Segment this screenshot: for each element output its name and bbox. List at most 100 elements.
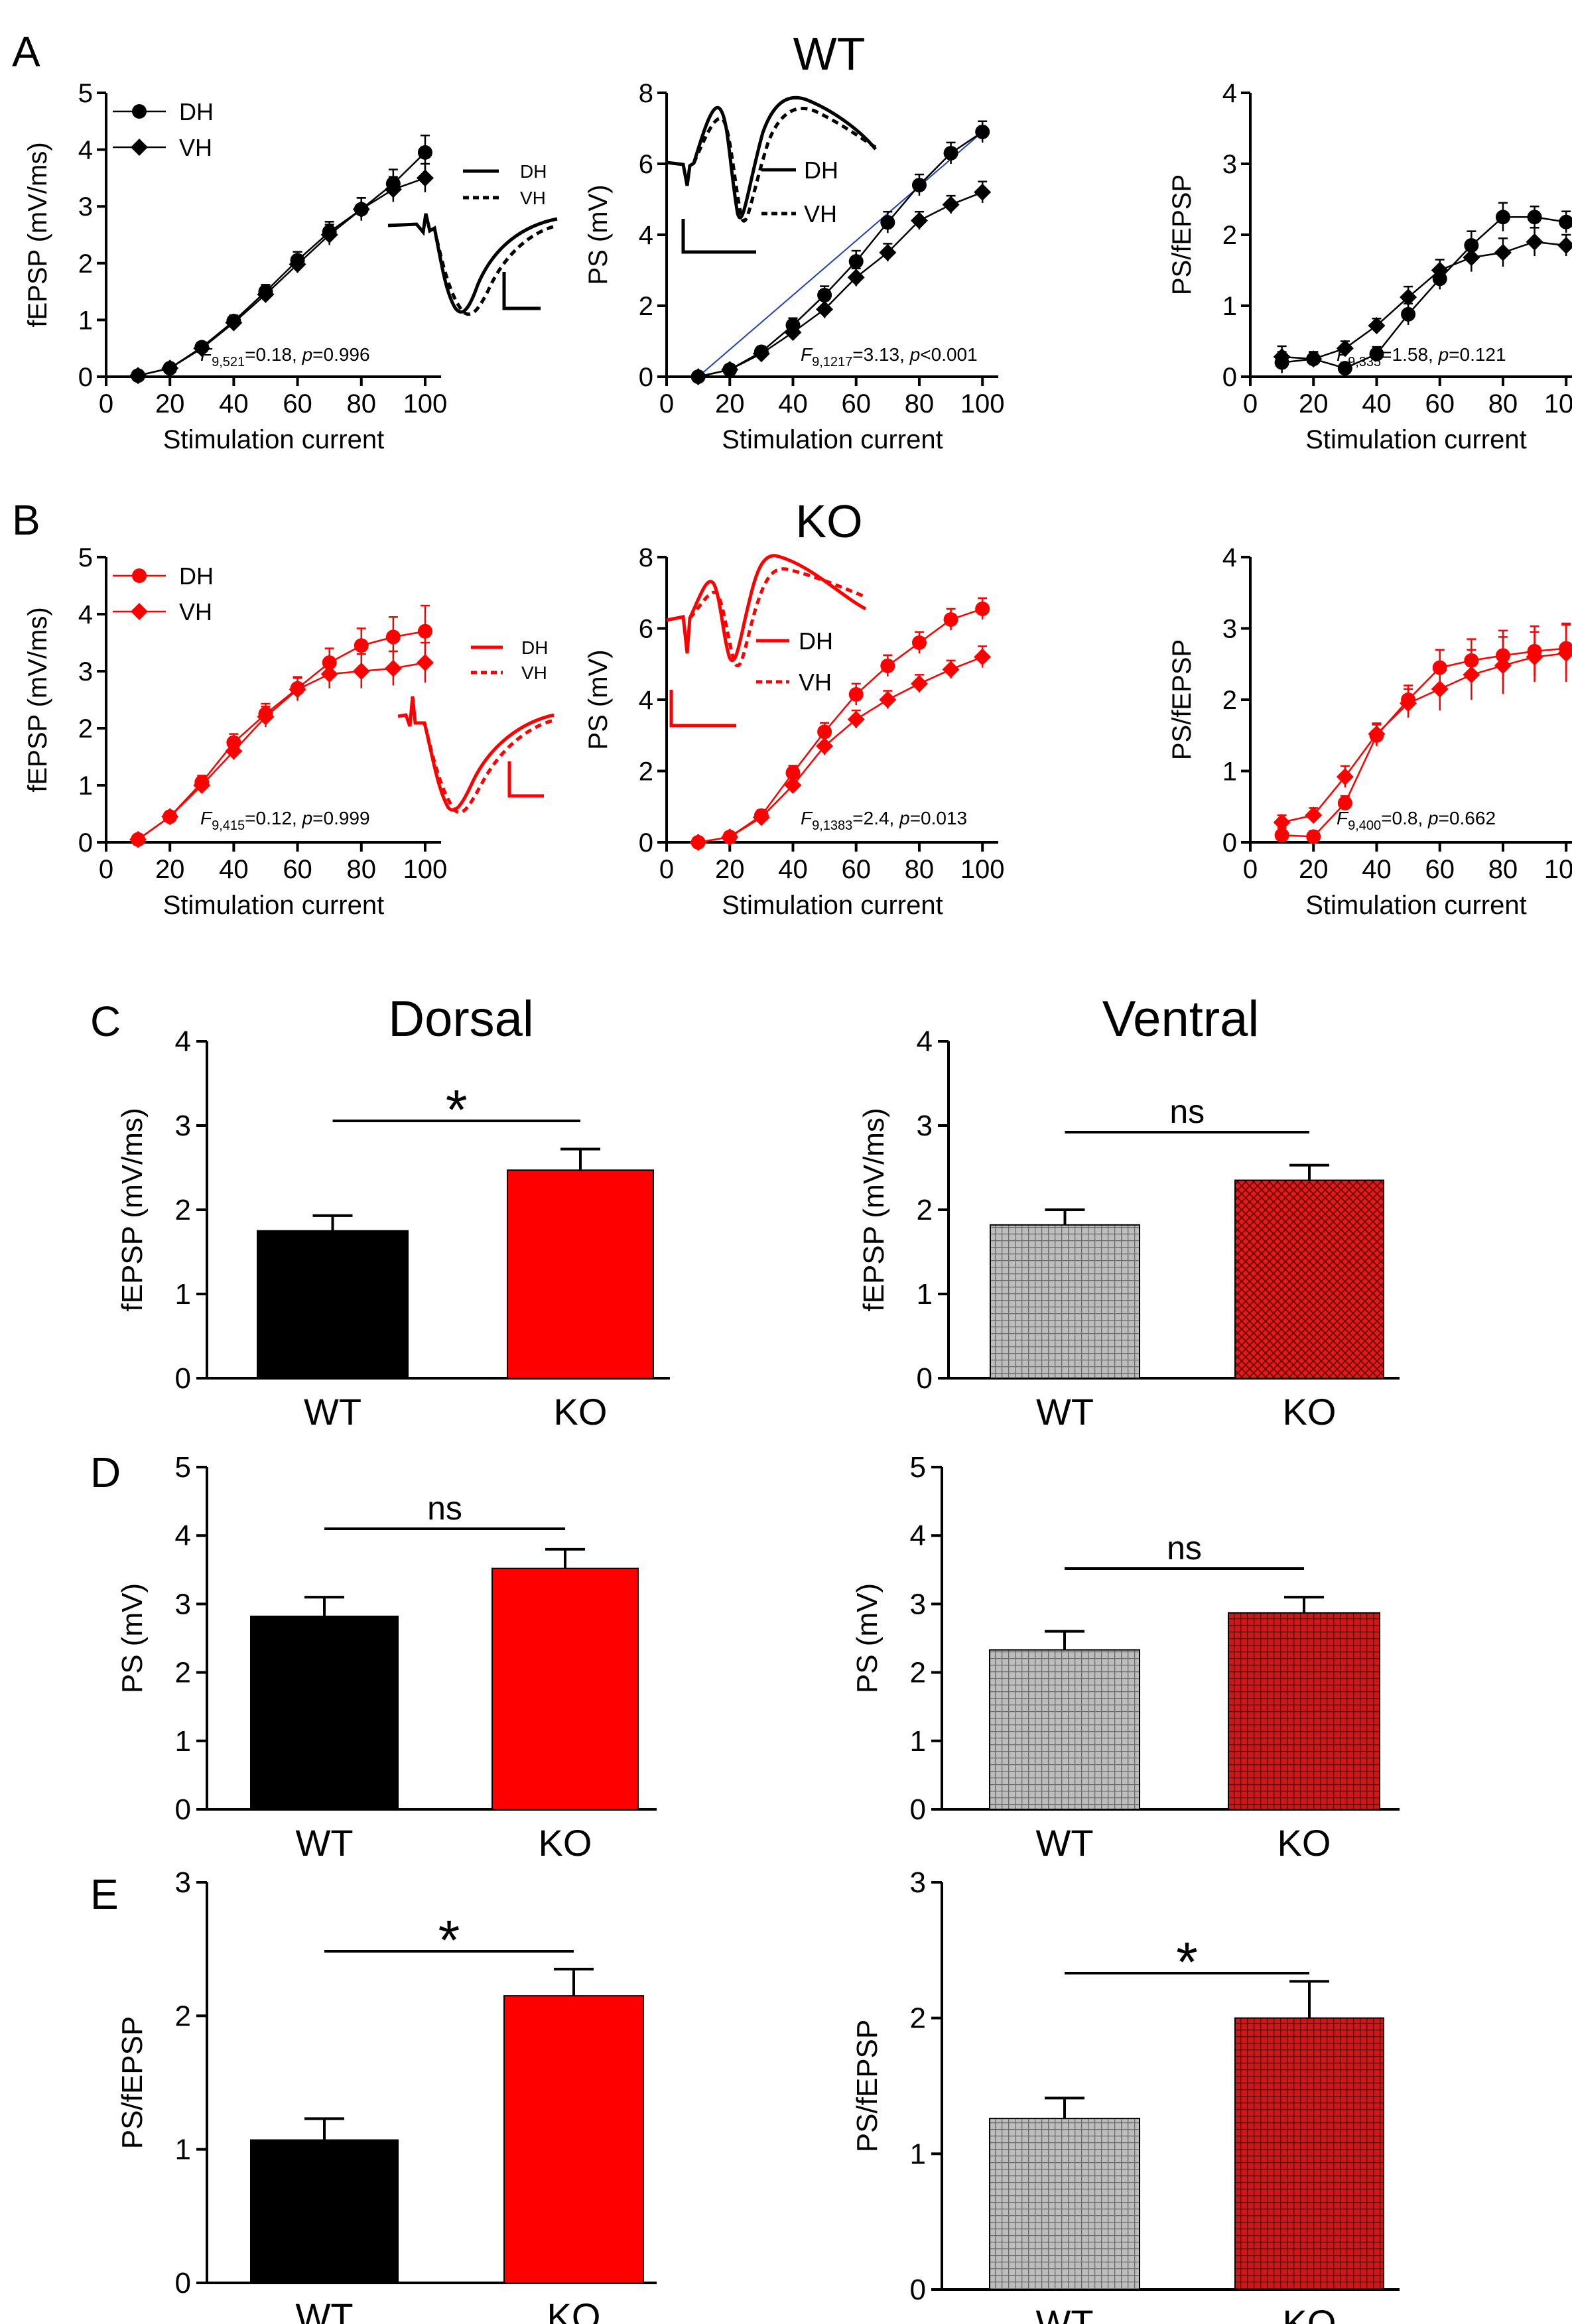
- b3-point-vh: [1368, 725, 1386, 743]
- a1-point-vh: [225, 314, 243, 332]
- d2-category-label-wt: WT: [1035, 1822, 1093, 1864]
- a2-y-tick-label: 0: [639, 363, 653, 392]
- a3-y-tick-label: 2: [1222, 221, 1237, 250]
- d1-y-tick-label: 0: [175, 1793, 191, 1826]
- b2-trace-legend-dh: DH: [799, 627, 833, 655]
- a2-x-axis-label: Stimulation current: [722, 425, 943, 454]
- a1-x-tick-label: 20: [155, 389, 185, 419]
- a1-stat-F: F: [200, 344, 213, 365]
- b3-point-vh: [1431, 680, 1449, 698]
- d1-significance-ns: ns: [427, 1490, 462, 1527]
- a1-y-tick-label: 3: [78, 192, 93, 222]
- a1-point-vh: [320, 226, 338, 243]
- b1-point-vh: [416, 654, 434, 672]
- a2-point-dh: [880, 215, 895, 230]
- a1-legend-label: DH: [179, 98, 214, 125]
- b1-x-tick-label: 60: [283, 855, 312, 884]
- a1-series-vh-line: [137, 177, 426, 377]
- a1-trace-legend-dh: DH: [520, 161, 547, 182]
- c2-bar-wt: [990, 1224, 1140, 1379]
- b2-point-dh: [975, 601, 990, 616]
- a2-x-tick-label: 40: [778, 389, 808, 419]
- d2-y-tick-label: 3: [910, 1588, 926, 1620]
- b1-x-tick-label: 20: [155, 855, 185, 884]
- a2-point-vh: [752, 345, 770, 363]
- b1-y-tick-label: 4: [78, 600, 93, 629]
- b1-legend-label: VH: [179, 598, 212, 625]
- e2-y-tick-label: 0: [910, 2274, 926, 2306]
- b1-trace-legend-dh: DH: [521, 637, 548, 658]
- e1-y-tick-label: 3: [175, 1866, 191, 1899]
- a3-point-vh: [1431, 261, 1449, 279]
- a3-y-tick-label: 1: [1222, 292, 1237, 321]
- b2-point-vh: [752, 808, 770, 826]
- b3-point-vh: [1463, 666, 1480, 684]
- b3-point-vh: [1305, 807, 1323, 824]
- a1-point-vh: [193, 340, 211, 357]
- b3-stat-rest: =0.8,: [1381, 808, 1428, 828]
- a3-point-vh: [1305, 350, 1323, 368]
- a3-y-tick-label: 0: [1222, 363, 1237, 392]
- b3-y-tick-label: 3: [1222, 615, 1237, 644]
- a1-x-axis-label: Stimulation current: [163, 425, 384, 454]
- b2-point-dh: [848, 686, 864, 702]
- a3-series-dh-line: [1281, 216, 1567, 369]
- b2-point-vh: [942, 661, 960, 678]
- a3-point-vh: [1463, 249, 1480, 267]
- b3-point-vh: [1494, 657, 1512, 675]
- c2-y-tick-label: 2: [917, 1194, 933, 1226]
- b1-stat-value: =0.999: [312, 808, 369, 828]
- a3-point-dh: [1401, 306, 1416, 322]
- b3-point-vh: [1336, 768, 1354, 786]
- c1-y-tick-label: 1: [175, 1278, 191, 1311]
- a1-stat-p: p: [302, 344, 313, 365]
- b1-y-tick-label: 0: [78, 828, 93, 858]
- b1-stat-rest: =0.12,: [245, 808, 302, 828]
- b1-point-vh: [320, 665, 338, 683]
- b3-point-vh: [1273, 813, 1291, 831]
- c2-category-label-ko: KO: [1283, 1391, 1337, 1433]
- a2-y-tick-label: 2: [639, 292, 653, 321]
- c2-y-tick-label: 3: [917, 1110, 933, 1142]
- a3-x-axis-label: Stimulation current: [1305, 425, 1526, 454]
- a1-x-tick-label: 60: [283, 389, 312, 419]
- c2-bar-ko: [1234, 1179, 1384, 1380]
- a2-stat-sub: 9,1217: [812, 355, 852, 369]
- a3-point-dh: [1527, 210, 1542, 225]
- ventral-ps-fepsp-bar-chart: 0 1 2 3 PS/fEPSP WT KO *: [851, 1866, 1400, 2324]
- b3-point-vh: [1557, 645, 1572, 663]
- b2-point-vh: [879, 691, 897, 708]
- c1-y-tick-label: 2: [175, 1194, 191, 1226]
- a2-point-dh: [975, 124, 990, 139]
- b3-stat-value: =0.662: [1439, 808, 1496, 828]
- a3-stat-sub: 9,335: [1348, 355, 1381, 369]
- d2-category-label-ko: KO: [1277, 1822, 1331, 1864]
- dorsal-title: Dorsal: [388, 991, 534, 1047]
- d1-category-label-wt: WT: [295, 1822, 353, 1864]
- a2-x-tick-label: 20: [715, 389, 745, 419]
- b1-legend-label: DH: [179, 562, 214, 590]
- a2-x-tick-label: 0: [659, 389, 674, 419]
- b3-x-axis-label: Stimulation current: [1305, 891, 1526, 920]
- b3-series-dh-line: [1281, 647, 1567, 838]
- c2-y-tick-label: 0: [917, 1362, 933, 1395]
- d2-y-axis-label: PS (mV): [851, 1583, 884, 1693]
- b3-point-dh: [1337, 795, 1352, 810]
- a2-point-dh: [943, 145, 958, 161]
- b3-point-dh: [1274, 828, 1289, 843]
- c1-bar-wt: [257, 1230, 409, 1379]
- b2-y-tick-label: 4: [639, 686, 653, 715]
- a2-stat-F: F: [801, 344, 813, 365]
- b2-y-tick-label: 0: [639, 828, 653, 858]
- a1-y-tick-label: 2: [78, 249, 93, 279]
- b1-stat-p: p: [302, 808, 313, 828]
- a3-x-tick-label: 40: [1362, 389, 1392, 419]
- b2-stat-value: =0.013: [910, 808, 967, 828]
- b2-x-tick-label: 20: [715, 855, 745, 884]
- b3-y-tick-label: 2: [1222, 686, 1237, 715]
- b2-y-tick-label: 2: [639, 757, 653, 787]
- a2-trace-legend-dh: DH: [804, 157, 838, 184]
- d1-y-tick-label: 3: [175, 1588, 191, 1620]
